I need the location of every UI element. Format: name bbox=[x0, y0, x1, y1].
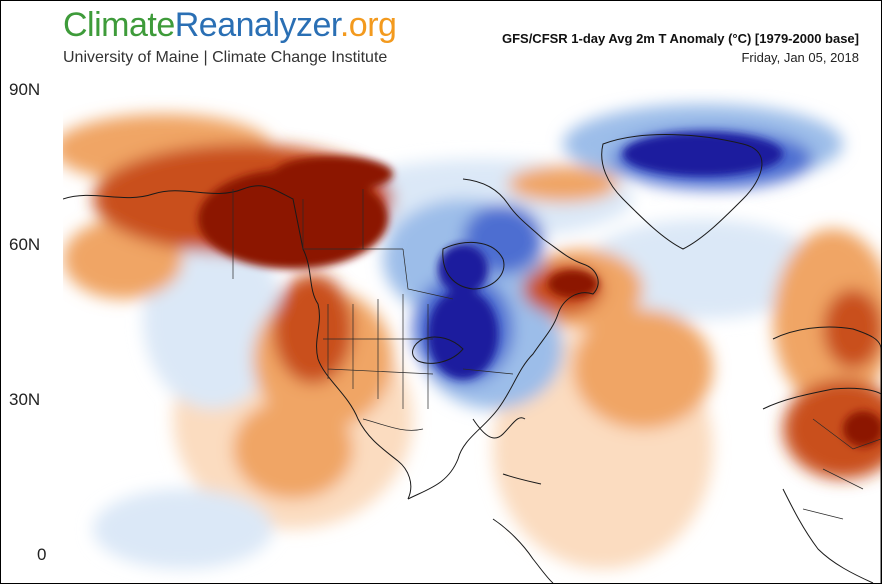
coastline-gulf-of-mexico bbox=[472, 417, 526, 439]
map-title: GFS/CFSR 1-day Avg 2m T Anomaly (°C) [19… bbox=[501, 31, 859, 46]
institution-subtitle: University of Maine | Climate Change Ins… bbox=[63, 49, 388, 66]
border-african-countries bbox=[802, 418, 881, 520]
anomaly-map-canvas bbox=[63, 89, 881, 583]
logo-wordmark: ClimateReanalyzer.org bbox=[63, 5, 397, 45]
anomaly-warm-strong-sahara bbox=[843, 411, 881, 447]
anomaly-warm-medium-north-africa bbox=[783, 379, 881, 479]
border-canada-provinces bbox=[232, 189, 364, 279]
outline-great-lakes bbox=[412, 336, 464, 364]
anomaly-warm-strong-arctic-coast bbox=[273, 156, 393, 192]
anomaly-cold-strong-greenland bbox=[623, 132, 783, 176]
outline-cuba bbox=[502, 473, 542, 485]
logo-part-org: .org bbox=[339, 6, 397, 44]
anomaly-warm-light-mid-atlantic bbox=[573, 309, 713, 429]
anomaly-cold-pale-north-atlantic bbox=[583, 219, 823, 319]
lat-label-30n: 30N bbox=[9, 390, 41, 409]
anomaly-warm-strong-yukon bbox=[198, 169, 388, 269]
anomaly-warm-light-mexico bbox=[233, 399, 353, 499]
outline-greenland bbox=[601, 134, 763, 250]
coastline-north-africa bbox=[762, 387, 881, 410]
anomaly-cold-strong-ohio-valley bbox=[428, 289, 498, 379]
anomaly-warm-strong-labrador bbox=[548, 270, 598, 298]
border-us-mexico bbox=[362, 418, 424, 431]
anomaly-warm-medium-rockies bbox=[273, 274, 353, 384]
anomaly-cold-pale-tropical-pacific bbox=[93, 489, 273, 569]
coastline-europe-africa bbox=[772, 326, 881, 583]
map-outlines bbox=[63, 134, 881, 583]
coastline-pacific-north-america bbox=[63, 185, 412, 500]
logo-part-reanalyzer: Reanalyzer bbox=[174, 6, 341, 44]
anomaly-field bbox=[63, 104, 881, 569]
map-title-block: GFS/CFSR 1-day Avg 2m T Anomaly (°C) [19… bbox=[502, 31, 859, 65]
anomaly-map[interactable] bbox=[63, 89, 881, 583]
map-date: Friday, Jan 05, 2018 bbox=[741, 50, 859, 65]
lat-label-equator: 0 bbox=[37, 545, 47, 564]
lat-label-60n: 60N bbox=[9, 235, 41, 254]
anomaly-cold-strong-ontario bbox=[438, 244, 488, 294]
lat-label-90n: 90N bbox=[9, 80, 41, 99]
anomaly-core-field bbox=[198, 132, 881, 447]
border-great-lakes-region bbox=[402, 248, 454, 300]
logo-part-climate: Climate bbox=[63, 6, 175, 44]
anomaly-warm-light-baffin bbox=[508, 166, 618, 202]
coastline-west-africa bbox=[782, 488, 874, 583]
coastline-atlantic-north-america bbox=[407, 178, 599, 500]
outline-hudson-bay bbox=[442, 241, 505, 290]
site-logo[interactable]: ClimateReanalyzer.org University of Main… bbox=[63, 5, 397, 67]
map-borders bbox=[232, 189, 881, 520]
border-us-states bbox=[323, 294, 514, 409]
coastline-south-america bbox=[492, 518, 554, 583]
